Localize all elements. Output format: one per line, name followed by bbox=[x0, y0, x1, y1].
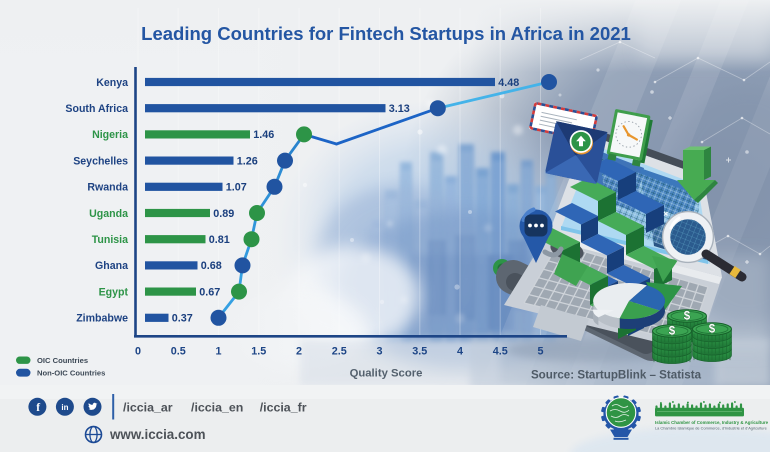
svg-text:Egypt: Egypt bbox=[99, 286, 129, 298]
svg-text:www.iccia.com: www.iccia.com bbox=[109, 427, 206, 442]
svg-text:2: 2 bbox=[296, 346, 302, 358]
svg-text:1.5: 1.5 bbox=[251, 346, 266, 358]
svg-text:Uganda: Uganda bbox=[89, 208, 128, 220]
svg-text:Seychelles: Seychelles bbox=[73, 155, 128, 167]
svg-text:4.48: 4.48 bbox=[498, 77, 519, 89]
svg-text:Source: StartupBlink – Statist: Source: StartupBlink – Statista bbox=[531, 369, 702, 382]
svg-text:$: $ bbox=[669, 326, 676, 338]
svg-text:1: 1 bbox=[215, 346, 221, 358]
svg-text:1.26: 1.26 bbox=[237, 155, 258, 167]
svg-text:0.81: 0.81 bbox=[209, 234, 230, 246]
svg-text:0.89: 0.89 bbox=[213, 208, 234, 220]
svg-text:Zimbabwe: Zimbabwe bbox=[76, 313, 128, 325]
svg-text:1.46: 1.46 bbox=[253, 129, 274, 141]
svg-text:$: $ bbox=[684, 311, 691, 323]
svg-text:Leading Countries for Fintech: Leading Countries for Fintech Startups i… bbox=[141, 23, 631, 44]
svg-text:1.07: 1.07 bbox=[226, 182, 247, 194]
svg-text:3.5: 3.5 bbox=[412, 346, 427, 358]
svg-text:Quality Score: Quality Score bbox=[350, 368, 423, 380]
svg-text:0.37: 0.37 bbox=[172, 313, 193, 325]
svg-text:f: f bbox=[36, 402, 40, 414]
svg-text:0.67: 0.67 bbox=[199, 286, 220, 298]
svg-text:/iccia_ar: /iccia_ar bbox=[123, 401, 173, 415]
svg-text:4.5: 4.5 bbox=[493, 346, 508, 358]
svg-text:Ghana: Ghana bbox=[95, 260, 128, 272]
svg-text:3.13: 3.13 bbox=[389, 103, 410, 115]
svg-text:0: 0 bbox=[135, 346, 141, 358]
svg-text:$: $ bbox=[709, 324, 716, 336]
svg-text:in: in bbox=[61, 403, 68, 412]
svg-text:OIC Countries: OIC Countries bbox=[37, 356, 88, 365]
svg-text:Nigeria: Nigeria bbox=[92, 129, 128, 141]
svg-text:Islamic Chamber of Commerce, I: Islamic Chamber of Commerce, Industry & … bbox=[655, 420, 769, 425]
svg-text:Non-OIC Countries: Non-OIC Countries bbox=[37, 369, 105, 378]
svg-text:0.5: 0.5 bbox=[171, 346, 186, 358]
svg-text:4: 4 bbox=[457, 346, 463, 358]
svg-text:0.68: 0.68 bbox=[201, 260, 222, 272]
svg-text:La Chambre Islamique de Commer: La Chambre Islamique de Commerce, d’Indu… bbox=[655, 426, 767, 431]
svg-text:/iccia_en: /iccia_en bbox=[191, 401, 243, 415]
svg-text:3: 3 bbox=[376, 346, 382, 358]
svg-text:2.5: 2.5 bbox=[332, 346, 347, 358]
svg-text:Tunisia: Tunisia bbox=[92, 234, 128, 246]
svg-text:Kenya: Kenya bbox=[96, 77, 128, 89]
svg-text:South Africa: South Africa bbox=[65, 103, 128, 115]
svg-text:5: 5 bbox=[537, 346, 543, 358]
svg-text:Rwanda: Rwanda bbox=[87, 182, 128, 194]
svg-text:/iccia_fr: /iccia_fr bbox=[260, 401, 307, 415]
